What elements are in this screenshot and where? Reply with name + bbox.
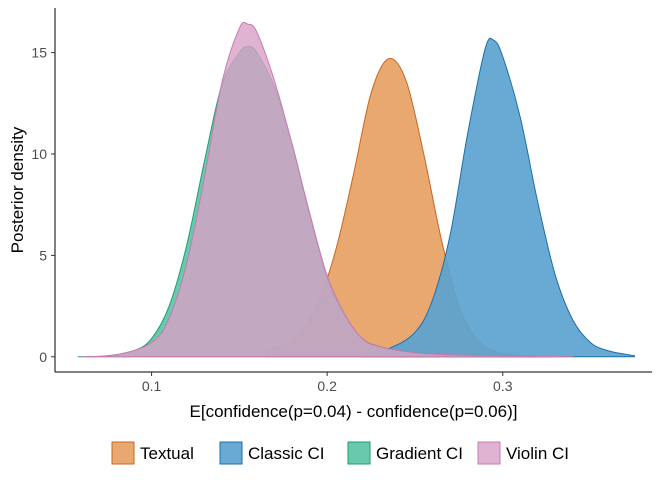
density-area-classic-ci [361,37,635,358]
y-tick-label: 15 [31,45,47,61]
legend-label-gradient-ci: Gradient CI [376,444,463,463]
legend: Textual Classic CI Gradient CI Violin CI [111,441,569,465]
x-tick-label: 0.1 [142,378,162,394]
legend-swatch-gradient-ci [347,441,371,465]
y-tick-label: 0 [39,349,47,365]
legend-swatch-textual [111,441,135,465]
y-axis-title: Posterior density [8,126,27,253]
y-tick-label: 5 [39,247,47,263]
density-area-violin-ci [81,21,573,358]
x-tick-label: 0.2 [317,378,337,394]
legend-swatch-violin-ci [477,441,501,465]
series-layer [77,21,635,358]
legend-label-classic-ci: Classic CI [248,444,325,463]
legend-swatch-classic-ci [219,441,243,465]
y-axis-ticks: 0 5 10 15 [31,45,55,365]
x-axis-ticks: 0.1 0.2 0.3 [142,372,513,394]
x-tick-label: 0.3 [493,378,513,394]
legend-label-textual: Textual [140,444,194,463]
x-axis-title: E[confidence(p=0.04) - confidence(p=0.06… [190,402,518,421]
legend-label-violin-ci: Violin CI [506,444,569,463]
y-tick-label: 10 [31,146,47,162]
